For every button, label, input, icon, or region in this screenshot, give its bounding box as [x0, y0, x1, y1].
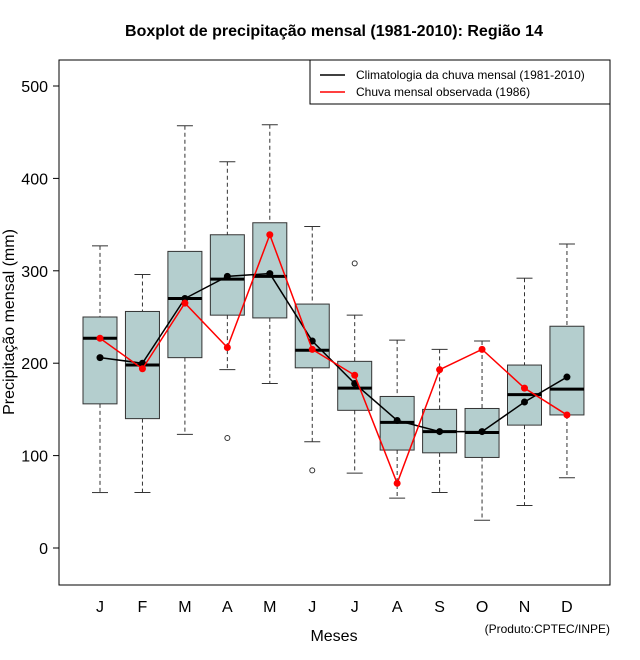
legend: Climatologia da chuva mensal (1981-2010)… [309, 59, 611, 105]
x-tick-label: D [561, 599, 573, 616]
outlier-point [309, 467, 316, 474]
boxes [82, 124, 585, 521]
climatology-point [393, 416, 401, 424]
observed-point [563, 411, 571, 419]
credit-text: (Produto:CPTEC/INPE) [485, 622, 610, 636]
climatology-point [521, 398, 528, 406]
observed-point [308, 345, 316, 353]
outlier-point [224, 435, 231, 442]
climatology-point [478, 428, 486, 436]
x-tick-label: O [476, 599, 488, 616]
observed-point [96, 334, 104, 342]
y-tick-label: 300 [21, 264, 48, 281]
climatology-point [96, 354, 104, 362]
legend-label-climatology: Climatologia da chuva mensal (1981-2010) [356, 68, 585, 82]
y-tick-label: 100 [21, 449, 48, 466]
series-lines [96, 231, 571, 487]
observed-point [351, 371, 359, 379]
observed-point [223, 343, 231, 351]
observed-point [266, 231, 274, 239]
observed-point [138, 365, 146, 373]
observed-point [436, 366, 444, 374]
observed-line [99, 232, 568, 486]
x-tick-label: A [222, 599, 233, 616]
x-tick-label: S [434, 599, 445, 616]
observed-point [393, 479, 401, 487]
climatology-point [436, 428, 444, 436]
x-tick-label: A [392, 599, 403, 616]
y-axis: 0 100 200 300 400 500 [21, 79, 59, 558]
legend-label-observed: Chuva mensal observada (1986) [356, 85, 530, 99]
x-tick-label: J [96, 599, 104, 616]
box [294, 303, 330, 369]
y-tick-label: 200 [21, 356, 48, 373]
x-tick-label: N [519, 599, 531, 616]
box [549, 325, 585, 416]
x-axis-label: Meses [310, 628, 357, 645]
x-tick-label: J [351, 599, 359, 616]
observed-point [478, 345, 486, 353]
chart-title: Boxplot de precipitação mensal (1981-201… [125, 23, 543, 40]
climatology-point [351, 380, 359, 388]
climatology-point [266, 270, 274, 278]
outlier-point [351, 260, 358, 267]
y-axis-label: Precipitação mensal (mm) [1, 229, 18, 415]
observed-point [521, 384, 528, 392]
climatology-point [223, 272, 231, 280]
y-tick-label: 0 [39, 541, 48, 558]
climatology-point [563, 373, 571, 381]
y-tick-label: 400 [21, 171, 48, 188]
x-tick-label: F [138, 599, 148, 616]
y-tick-label: 500 [21, 79, 48, 96]
legend-box [309, 59, 611, 105]
x-tick-label: M [263, 599, 276, 616]
x-tick-label: J [308, 599, 316, 616]
x-tick-label: M [178, 599, 191, 616]
observed-point [181, 299, 189, 307]
